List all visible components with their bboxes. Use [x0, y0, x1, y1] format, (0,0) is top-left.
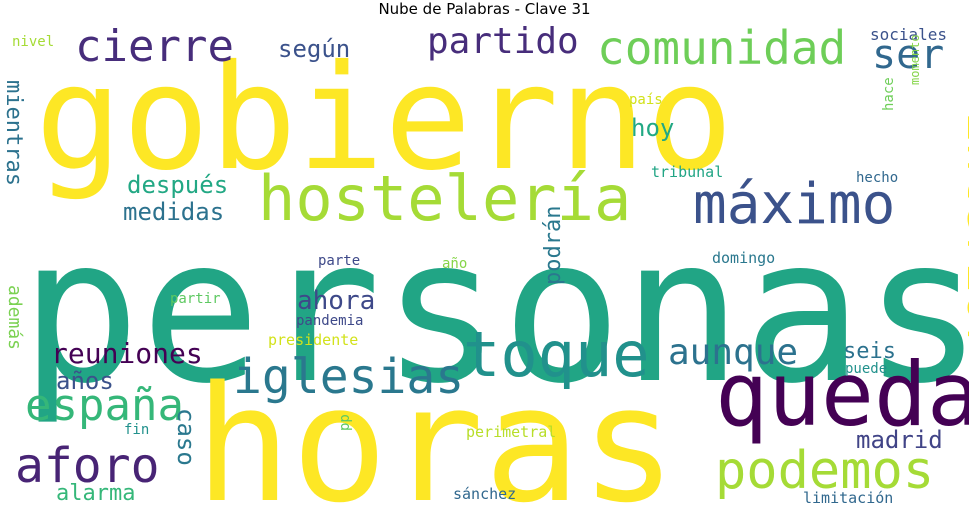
word-20: después — [127, 171, 228, 199]
word-21: medidas — [123, 198, 224, 226]
word-44: puede — [845, 361, 887, 377]
word-11: cierre — [75, 21, 234, 72]
word-8: podemos — [715, 441, 934, 501]
word-38: parte — [318, 253, 360, 269]
word-25: alarma — [56, 481, 135, 506]
word-7: comunidad — [597, 21, 846, 75]
word-48: sánchez — [453, 485, 516, 503]
word-30: además — [4, 285, 25, 350]
word-35: momento — [908, 34, 922, 85]
word-0: personas — [20, 195, 969, 428]
word-6: máximo — [693, 172, 895, 237]
word-29: podrán — [541, 206, 566, 285]
word-31: sociales — [870, 25, 947, 44]
word-32: nivel — [12, 34, 54, 50]
word-47: perimetral — [466, 423, 556, 441]
word-22: según — [278, 35, 350, 63]
word-19: mientras — [1, 80, 26, 186]
word-42: pandemia — [296, 313, 363, 329]
word-5: toque — [463, 318, 650, 391]
word-34: hace — [881, 77, 897, 111]
word-16: ser — [872, 32, 944, 78]
word-36: tribunal — [651, 163, 723, 181]
word-39: año — [442, 256, 467, 272]
word-1: gobierno — [35, 34, 733, 203]
word-3: queda — [715, 343, 969, 446]
word-13: españa — [25, 380, 184, 431]
chart-title: Nube de Palabras - Clave 31 — [378, 0, 591, 18]
word-4: hostelería — [258, 162, 631, 235]
word-27: caso — [172, 408, 200, 466]
word-26: madrid — [856, 426, 943, 454]
word-43: presidente — [268, 331, 358, 349]
word-18: reuniones — [51, 337, 203, 370]
word-23: hoy — [631, 114, 674, 142]
word-33: país — [629, 92, 663, 108]
word-41: partir — [170, 291, 221, 307]
word-45: fin — [124, 422, 149, 438]
word-37: hecho — [856, 170, 898, 186]
word-14: partido — [427, 21, 579, 62]
word-46: pp — [337, 414, 353, 431]
word-2: horas — [195, 351, 677, 507]
word-24: años — [56, 367, 114, 395]
word-28: seis — [843, 339, 896, 364]
word-40: domingo — [712, 249, 775, 267]
word-49: limitación — [803, 489, 893, 507]
word-9: iglesias — [233, 349, 464, 405]
word-17: ahora — [297, 286, 375, 316]
word-10: interior — [956, 112, 969, 353]
word-15: aunque — [668, 332, 798, 373]
word-12: aforo — [15, 438, 160, 494]
